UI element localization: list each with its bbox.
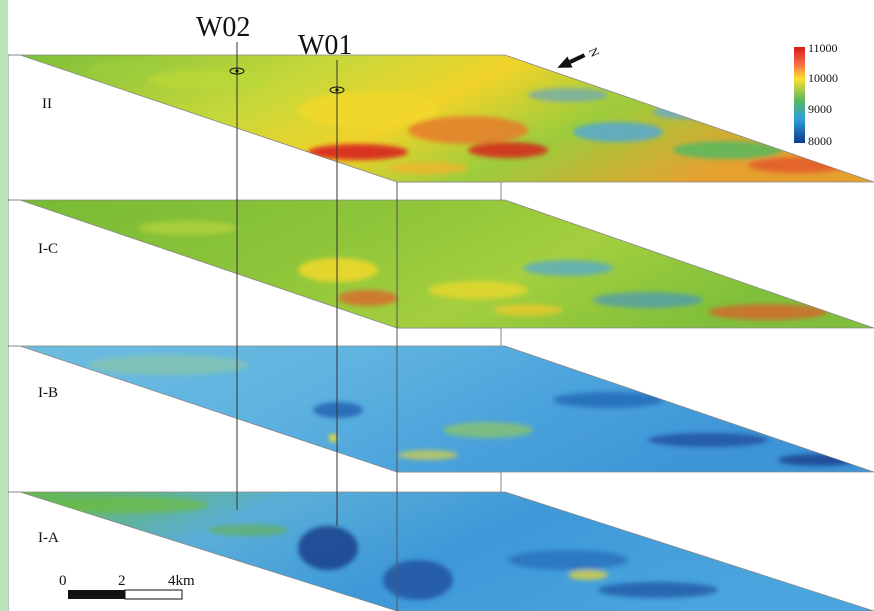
scale-bar: 0 2 4km <box>59 573 195 600</box>
well-label-W02: W02 <box>196 12 250 43</box>
layer-IA-slice <box>19 491 874 611</box>
scale-tick-2: 2 <box>118 573 126 589</box>
legend-tick-10000: 10000 <box>808 71 838 85</box>
well-label-W01: W01 <box>298 30 352 61</box>
scale-tick-0: 0 <box>59 573 67 589</box>
legend-colorbar <box>794 47 805 143</box>
legend-tick-9000: 9000 <box>808 102 832 116</box>
well-W01-marker <box>329 86 345 94</box>
layer-label-II: II <box>42 96 52 112</box>
layer-IC-slice <box>19 199 874 329</box>
layer-II-slice <box>19 54 874 183</box>
figure-canvas: W02 W01 II I-C I-B I-A N 11000 10000 900… <box>8 12 874 611</box>
north-label: N <box>586 45 602 59</box>
layer-label-IB: I-B <box>38 385 58 401</box>
north-arrow-icon: N <box>557 45 602 68</box>
layer-label-IA: I-A <box>38 530 59 546</box>
legend-tick-8000: 8000 <box>808 134 832 148</box>
layer-IB-slice <box>19 345 874 473</box>
scale-tick-4km: 4km <box>168 573 195 589</box>
color-legend: 11000 10000 9000 8000 <box>794 41 838 148</box>
well-W02-marker <box>229 67 245 75</box>
layer-label-IC: I-C <box>38 241 58 257</box>
seismic-attribute-figure: W02 W01 II I-C I-B I-A N 11000 10000 900… <box>8 0 874 611</box>
legend-tick-11000: 11000 <box>808 41 838 55</box>
well-trajectories <box>236 42 338 526</box>
